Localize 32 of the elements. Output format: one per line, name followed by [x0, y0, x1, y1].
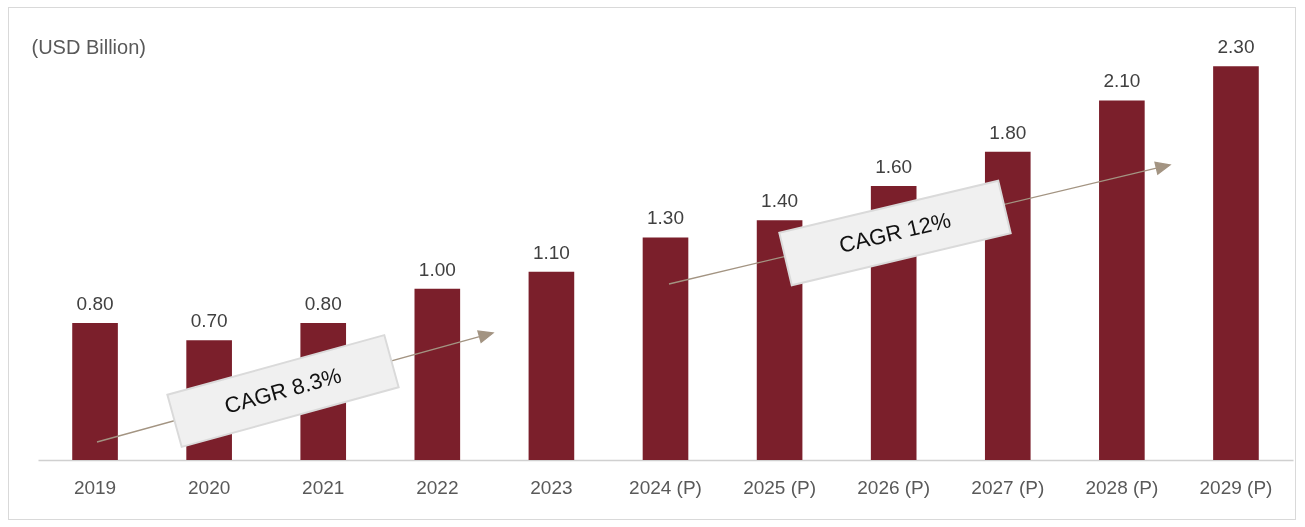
bar: [1213, 66, 1259, 460]
bar: [72, 323, 118, 460]
bar: [984, 151, 1031, 460]
x-tick-label: 2024 (P): [629, 476, 702, 498]
data-label: 0.80: [304, 293, 342, 314]
data-label: 1.60: [875, 156, 913, 177]
y-axis-title: (USD Billion): [31, 35, 146, 58]
bar: [642, 237, 689, 460]
x-tick-label: 2027 (P): [971, 476, 1045, 498]
bar: [1099, 100, 1145, 460]
data-label: 1.00: [418, 258, 456, 280]
data-label: 1.80: [989, 121, 1027, 143]
data-label: 2.30: [1217, 36, 1255, 58]
annotation: CAGR 8.3%: [221, 362, 344, 419]
data-label: 0.70: [190, 310, 228, 332]
data-label: 1.30: [647, 207, 684, 229]
x-tick-label: 2025 (P): [743, 476, 817, 498]
data-label: 0.80: [76, 293, 114, 314]
x-tick-label: 2029 (P): [1199, 476, 1273, 498]
bar: [414, 288, 461, 460]
x-tick-label: 2021: [302, 476, 345, 498]
x-tick-label: 2026 (P): [857, 476, 931, 498]
data-label: 1.10: [532, 241, 570, 263]
x-tick-label: 2028 (P): [1085, 476, 1159, 498]
x-tick-label: 2022: [416, 476, 459, 498]
x-tick-label: 2023: [530, 476, 573, 498]
data-label: 2.10: [1103, 70, 1141, 92]
data-label: 1.40: [761, 190, 799, 212]
x-tick-label: 2020: [188, 476, 231, 498]
annotation: CAGR 12%: [836, 207, 954, 258]
bar: [528, 271, 575, 460]
x-tick-label: 2019: [73, 476, 117, 498]
